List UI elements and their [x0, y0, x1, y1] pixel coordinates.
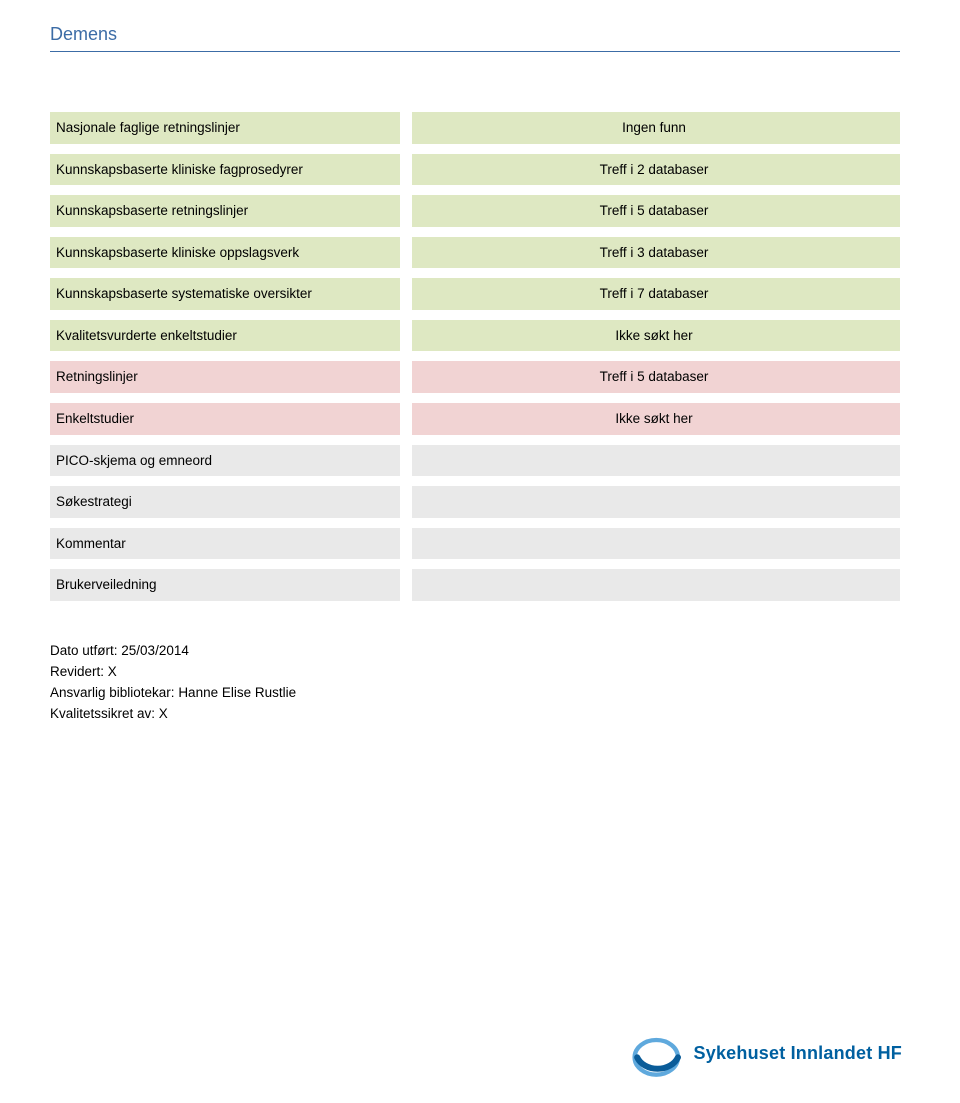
footer-qa-value: X	[159, 706, 168, 721]
footer-date-value: 25/03/2014	[121, 643, 189, 658]
footer-logo: Sykehuset Innlandet HF	[632, 1027, 902, 1079]
table-row: Nasjonale faglige retningslinjer Ingen f…	[50, 112, 900, 144]
table-row: Kvalitetsvurderte enkeltstudier Ikke søk…	[50, 320, 900, 352]
footer-revised-value: X	[108, 664, 117, 679]
row-label: PICO-skjema og emneord	[50, 445, 400, 477]
footer-qa-label: Kvalitetssikret av:	[50, 706, 159, 721]
row-label: Kunnskapsbaserte kliniske fagprosedyrer	[50, 154, 400, 186]
table-row: PICO-skjema og emneord	[50, 445, 900, 477]
footer-revised: Revidert: X	[50, 662, 900, 683]
table-row: Kommentar	[50, 528, 900, 560]
row-value: Ikke søkt her	[412, 403, 900, 435]
table-row: Kunnskapsbaserte kliniske oppslagsverk T…	[50, 237, 900, 269]
results-table: Nasjonale faglige retningslinjer Ingen f…	[50, 112, 900, 601]
row-value	[412, 445, 900, 477]
row-value: Treff i 2 databaser	[412, 154, 900, 186]
table-row: Kunnskapsbaserte kliniske fagprosedyrer …	[50, 154, 900, 186]
row-value: Treff i 5 databaser	[412, 195, 900, 227]
row-label: Kunnskapsbaserte systematiske oversikter	[50, 278, 400, 310]
row-value: Ingen funn	[412, 112, 900, 144]
footer-date-label: Dato utført:	[50, 643, 121, 658]
swoosh-icon	[632, 1027, 684, 1079]
logo-text: Sykehuset Innlandet HF	[694, 1043, 902, 1064]
row-label: Kunnskapsbaserte kliniske oppslagsverk	[50, 237, 400, 269]
row-value	[412, 486, 900, 518]
footer-librarian-value: Hanne Elise Rustlie	[178, 685, 296, 700]
table-row: Søkestrategi	[50, 486, 900, 518]
footer-metadata: Dato utført: 25/03/2014 Revidert: X Ansv…	[50, 641, 900, 725]
row-label: Enkeltstudier	[50, 403, 400, 435]
footer-qa: Kvalitetssikret av: X	[50, 704, 900, 725]
table-row: Brukerveiledning	[50, 569, 900, 601]
row-label: Kommentar	[50, 528, 400, 560]
row-value: Treff i 7 databaser	[412, 278, 900, 310]
row-label: Retningslinjer	[50, 361, 400, 393]
footer-date: Dato utført: 25/03/2014	[50, 641, 900, 662]
row-label: Søkestrategi	[50, 486, 400, 518]
row-value: Treff i 5 databaser	[412, 361, 900, 393]
footer-revised-label: Revidert:	[50, 664, 108, 679]
row-value	[412, 528, 900, 560]
footer-librarian: Ansvarlig bibliotekar: Hanne Elise Rustl…	[50, 683, 900, 704]
table-row: Kunnskapsbaserte systematiske oversikter…	[50, 278, 900, 310]
table-row: Retningslinjer Treff i 5 databaser	[50, 361, 900, 393]
table-row: Kunnskapsbaserte retningslinjer Treff i …	[50, 195, 900, 227]
row-label: Kunnskapsbaserte retningslinjer	[50, 195, 400, 227]
row-label: Brukerveiledning	[50, 569, 400, 601]
row-value: Ikke søkt her	[412, 320, 900, 352]
row-value	[412, 569, 900, 601]
page-title: Demens	[50, 24, 900, 52]
footer-librarian-label: Ansvarlig bibliotekar:	[50, 685, 178, 700]
row-value: Treff i 3 databaser	[412, 237, 900, 269]
row-label: Nasjonale faglige retningslinjer	[50, 112, 400, 144]
table-row: Enkeltstudier Ikke søkt her	[50, 403, 900, 435]
row-label: Kvalitetsvurderte enkeltstudier	[50, 320, 400, 352]
